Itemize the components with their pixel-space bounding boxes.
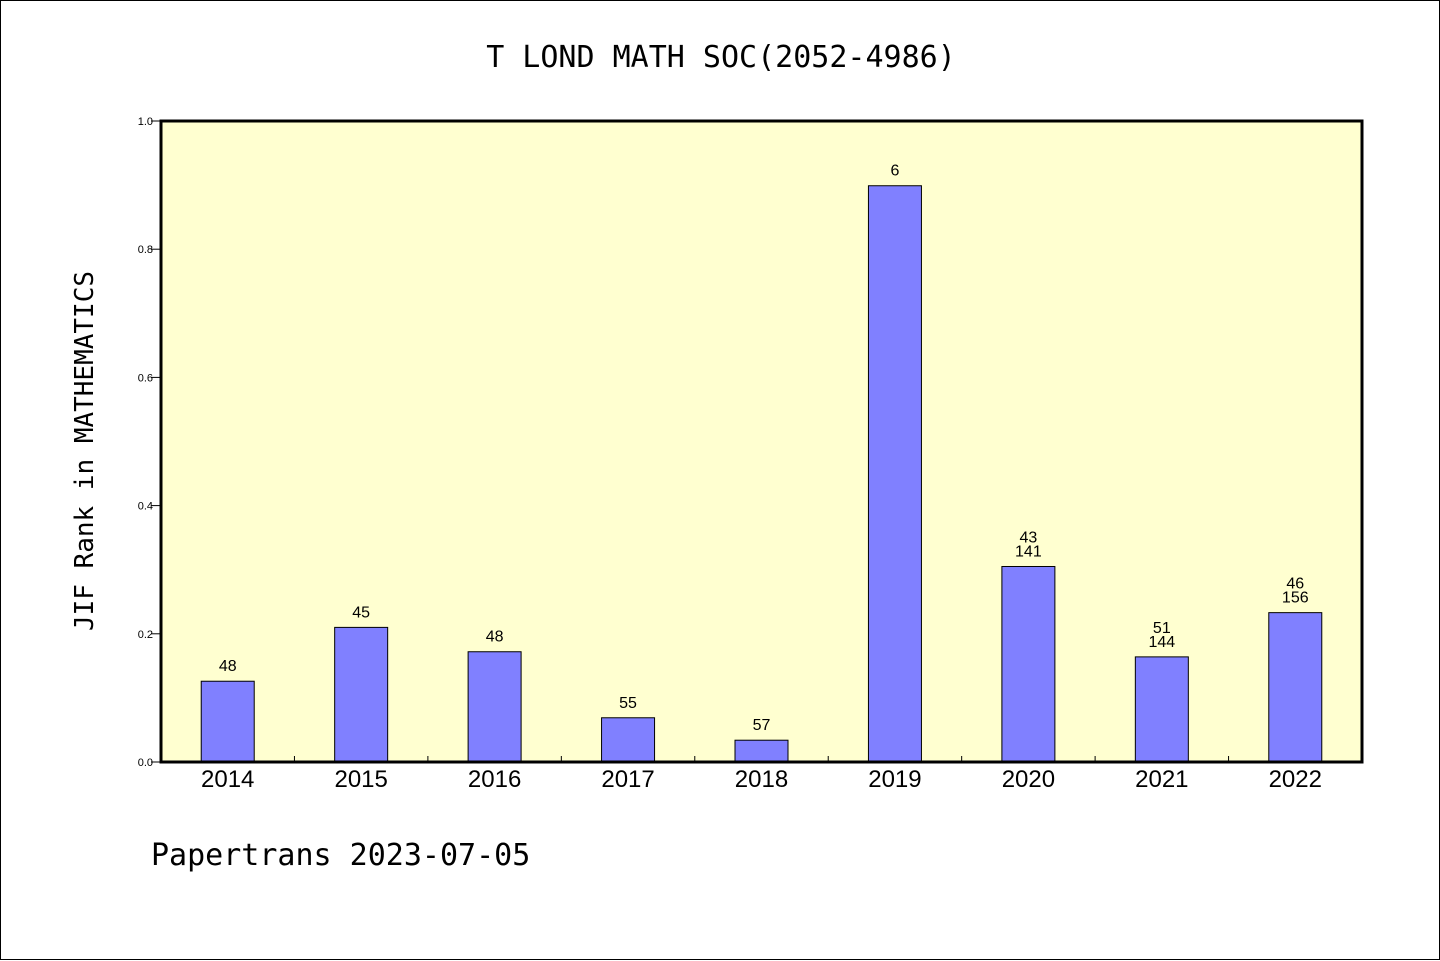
bar-2014 xyxy=(200,680,255,763)
bar-2019 xyxy=(867,185,922,763)
y-tick-label: 0.6 xyxy=(138,372,153,384)
bar-2016 xyxy=(467,651,522,763)
y-tick-label: 1.0 xyxy=(138,116,153,128)
bar-label-2017: 55 xyxy=(619,695,637,712)
bar-2021 xyxy=(1134,656,1189,763)
x-tick-label-2014: 2014 xyxy=(201,766,254,793)
x-tick-label-2021: 2021 xyxy=(1135,766,1188,793)
bars-layer xyxy=(200,185,1323,763)
footer-text: Papertrans 2023-07-05 xyxy=(151,838,530,873)
bar-label-2016: 48 xyxy=(486,629,504,646)
bar-2020 xyxy=(1001,565,1056,763)
y-tick-label: 0.4 xyxy=(138,501,153,513)
bar-label-2018: 57 xyxy=(753,717,771,734)
bar-label-2021: 144 xyxy=(1148,634,1175,651)
bar-label-2021: 51 xyxy=(1153,620,1171,637)
y-tick-label: 0.8 xyxy=(138,244,153,256)
bar-label-2014: 48 xyxy=(219,658,237,675)
bar-2022 xyxy=(1268,612,1323,763)
y-tick-label: 0.2 xyxy=(138,629,153,641)
x-tick-label-2020: 2020 xyxy=(1002,766,1055,793)
bar-2015 xyxy=(334,626,389,763)
bar-label-2019: 6 xyxy=(890,163,899,180)
x-tick-label-2015: 2015 xyxy=(334,766,387,793)
bar-label-2020: 43 xyxy=(1019,529,1037,546)
x-axis: 2014 2015 2016 2017 2018 2019 2020 2021 2022 xyxy=(201,756,1322,793)
plot-border xyxy=(159,119,1364,764)
x-tick-label-2016: 2016 xyxy=(468,766,521,793)
y-axis-title: JIF Rank in MATHEMATICS xyxy=(70,271,100,631)
x-tick-label-2018: 2018 xyxy=(735,766,788,793)
x-tick-label-2019: 2019 xyxy=(868,766,921,793)
y-axis: 0.0 0.2 0.4 0.6 0.8 1.0 xyxy=(138,116,161,769)
chart-title: T LOND MATH SOC(2052-4986) xyxy=(486,40,956,75)
x-tick-label-2017: 2017 xyxy=(601,766,654,793)
bar-label-2020: 141 xyxy=(1015,543,1042,560)
bar-2017 xyxy=(601,717,656,763)
bar-label-2015: 45 xyxy=(352,604,370,621)
bar-2018 xyxy=(734,739,789,763)
y-tick-label: 0.0 xyxy=(138,757,153,769)
bar-label-2022: 46 xyxy=(1286,576,1304,593)
bar-label-2022: 156 xyxy=(1282,590,1309,607)
x-tick-label-2022: 2022 xyxy=(1269,766,1322,793)
